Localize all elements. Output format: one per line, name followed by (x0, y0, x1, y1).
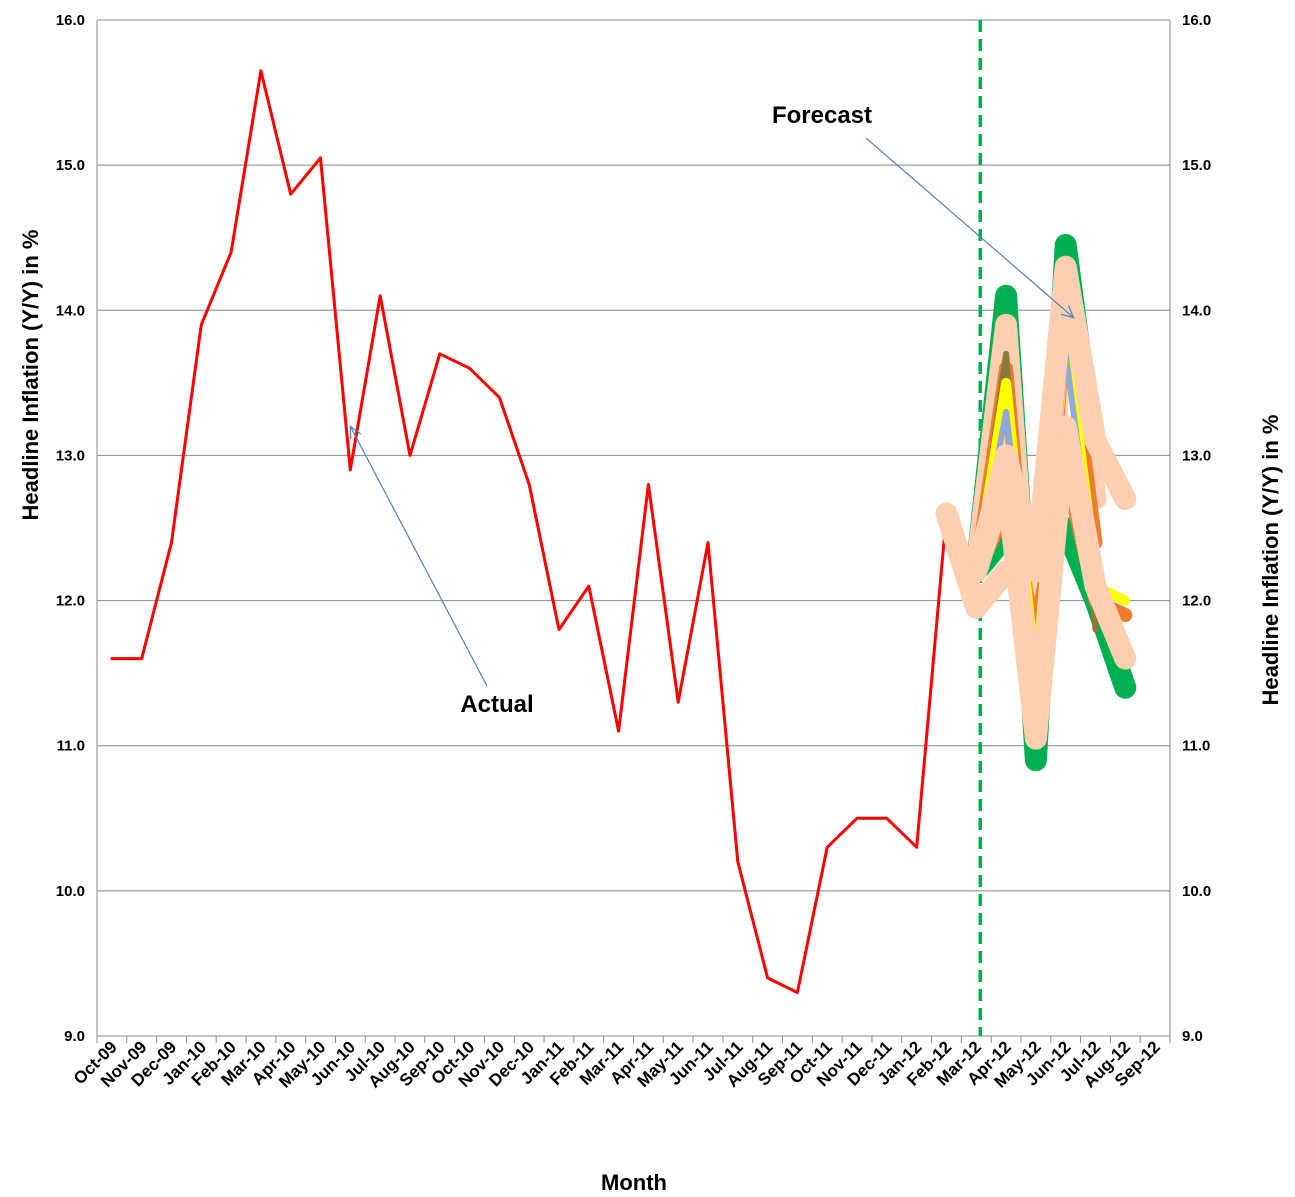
y-tick-label-left: 11.0 (57, 738, 85, 755)
y-tick-label-right: 16.0 (1182, 12, 1211, 29)
y-axis-title-right: Headline Inflation (Y/Y) in % (1258, 415, 1283, 706)
annotations: Actual Forecast (350, 102, 1073, 718)
y-tick-label-right: 10.0 (1182, 883, 1211, 900)
y-tick-label-right: 13.0 (1182, 447, 1211, 464)
series-actual-line (110, 69, 948, 994)
y-tick-label-left: 16.0 (56, 12, 85, 29)
y-tick-label-right: 9.0 (1182, 1028, 1203, 1045)
y-tick-label-right: 14.0 (1182, 302, 1211, 319)
annotation-actual-arrow (350, 426, 488, 687)
y-tick-label-right: 12.0 (1182, 593, 1211, 610)
y-tick-label-right: 15.0 (1182, 157, 1211, 174)
y-tick-label-left: 12.0 (56, 593, 85, 610)
y-tick-label-left: 14.0 (56, 302, 85, 319)
annotation-forecast: Forecast (772, 102, 872, 129)
y-axis-title-left: Headline Inflation (Y/Y) in % (18, 230, 43, 521)
annotation-actual: Actual (460, 691, 533, 718)
y-tick-label-left: 15.0 (56, 157, 85, 174)
y-tick-label-left: 9.0 (64, 1028, 85, 1045)
annotation-forecast-arrow (865, 137, 1073, 318)
y-tick-label-right: 11.0 (1182, 738, 1210, 755)
y-tick-label-left: 13.0 (56, 447, 85, 464)
series-forecast-line (965, 255, 1137, 583)
series-lines (110, 69, 1137, 994)
y-tick-label-left: 10.0 (56, 883, 85, 900)
series-forecast-line (935, 502, 1018, 619)
x-axis-title: Month (601, 1170, 667, 1195)
